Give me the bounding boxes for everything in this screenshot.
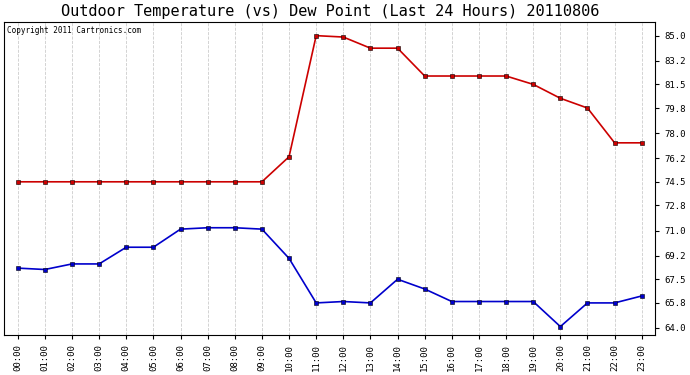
Text: Copyright 2011 Cartronics.com: Copyright 2011 Cartronics.com: [8, 26, 141, 35]
Title: Outdoor Temperature (vs) Dew Point (Last 24 Hours) 20110806: Outdoor Temperature (vs) Dew Point (Last…: [61, 4, 599, 19]
